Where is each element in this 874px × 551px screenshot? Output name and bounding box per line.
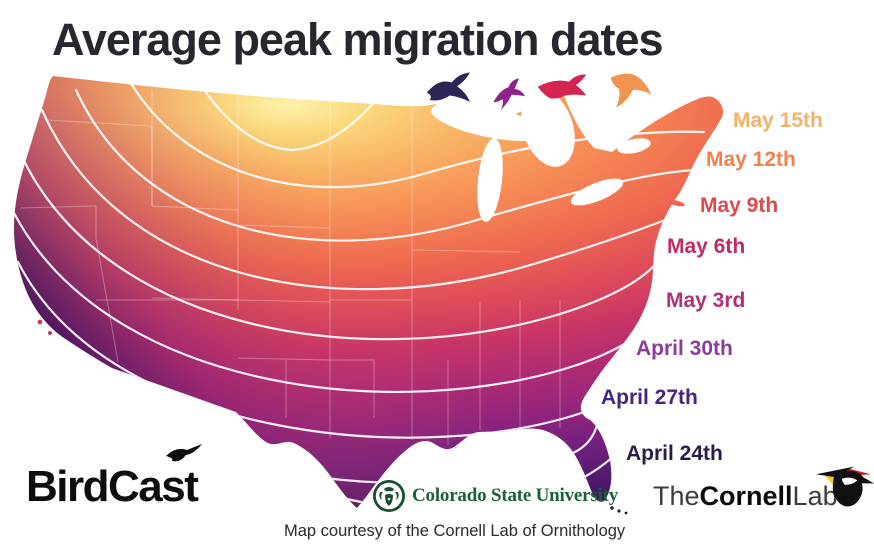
date-label-may-3: May 3rd xyxy=(666,289,746,312)
lake-michigan xyxy=(477,138,503,222)
state-boundaries xyxy=(19,90,561,445)
lake-erie xyxy=(570,178,624,206)
date-label-may-6: May 6th xyxy=(667,235,746,258)
birdcast-bird-icon xyxy=(166,444,202,462)
birdcast-logo: BirdCast xyxy=(26,462,199,511)
csu-logo-text: Colorado State University xyxy=(412,485,619,506)
cornell-lab-logo: TheCornellLab xyxy=(653,481,838,512)
bird-icon-1 xyxy=(426,72,470,102)
great-lakes xyxy=(431,89,651,222)
bird-icon-4 xyxy=(610,73,652,108)
cornell-logo-lab: Lab xyxy=(792,481,838,511)
lake-superior xyxy=(431,103,545,141)
cornell-logo-the: The xyxy=(653,481,700,511)
date-label-april-24: April 24th xyxy=(626,442,723,465)
page-title: Average peak migration dates xyxy=(52,14,664,65)
bird-icon-2 xyxy=(493,78,525,110)
lake-huron xyxy=(521,89,575,167)
cornell-sapsucker-icon xyxy=(816,466,874,507)
caption: Map courtesy of the Cornell Lab of Ornit… xyxy=(284,522,626,540)
lake-ontario xyxy=(617,138,651,154)
colorado-state-logo: Colorado State University xyxy=(372,479,618,513)
islands xyxy=(37,199,685,515)
date-label-april-30: April 30th xyxy=(636,337,733,360)
csu-ram-icon xyxy=(373,480,405,512)
cornell-logo-cornell: Cornell xyxy=(699,481,793,511)
date-label-may-12: May 12th xyxy=(706,148,796,171)
date-label-may-15: May 15th xyxy=(733,109,823,132)
date-label-may-9: May 9th xyxy=(700,194,779,217)
bird-icon-3 xyxy=(537,74,587,99)
date-label-april-27: April 27th xyxy=(601,386,698,409)
